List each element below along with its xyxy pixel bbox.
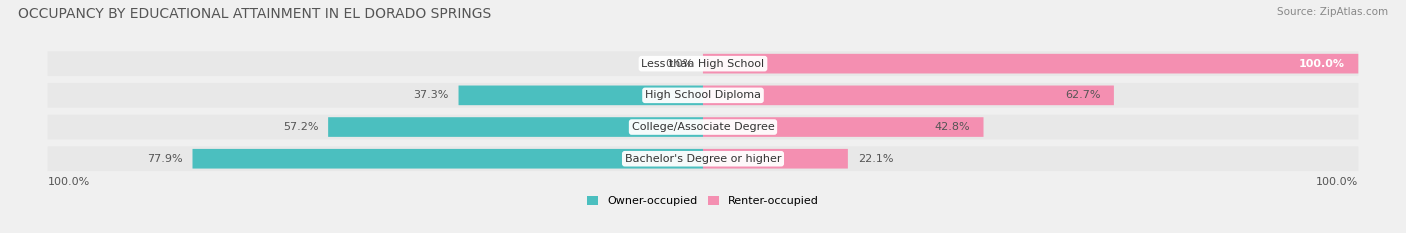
FancyBboxPatch shape [703,149,848,168]
FancyBboxPatch shape [48,51,1358,76]
FancyBboxPatch shape [193,149,703,168]
Text: OCCUPANCY BY EDUCATIONAL ATTAINMENT IN EL DORADO SPRINGS: OCCUPANCY BY EDUCATIONAL ATTAINMENT IN E… [18,7,492,21]
Text: 100.0%: 100.0% [1316,177,1358,187]
Text: College/Associate Degree: College/Associate Degree [631,122,775,132]
Text: 0.0%: 0.0% [665,59,693,69]
FancyBboxPatch shape [458,86,703,105]
Text: 42.8%: 42.8% [935,122,970,132]
Text: Source: ZipAtlas.com: Source: ZipAtlas.com [1277,7,1388,17]
FancyBboxPatch shape [48,115,1358,139]
Text: 77.9%: 77.9% [148,154,183,164]
FancyBboxPatch shape [703,54,1358,73]
FancyBboxPatch shape [48,83,1358,108]
Text: Bachelor's Degree or higher: Bachelor's Degree or higher [624,154,782,164]
Text: 22.1%: 22.1% [858,154,893,164]
FancyBboxPatch shape [328,117,703,137]
Text: 100.0%: 100.0% [48,177,90,187]
Text: High School Diploma: High School Diploma [645,90,761,100]
FancyBboxPatch shape [48,146,1358,171]
FancyBboxPatch shape [703,86,1114,105]
Text: 37.3%: 37.3% [413,90,449,100]
Text: 100.0%: 100.0% [1299,59,1346,69]
Text: Less than High School: Less than High School [641,59,765,69]
Text: 57.2%: 57.2% [283,122,318,132]
Legend: Owner-occupied, Renter-occupied: Owner-occupied, Renter-occupied [582,191,824,211]
Text: 62.7%: 62.7% [1066,90,1101,100]
FancyBboxPatch shape [703,117,984,137]
